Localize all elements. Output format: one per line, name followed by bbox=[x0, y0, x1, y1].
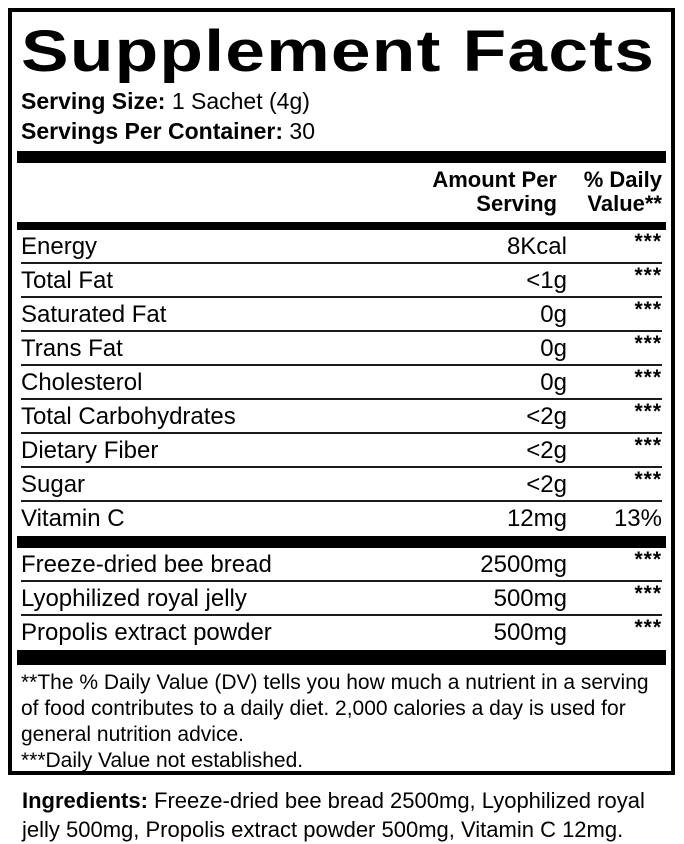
nutrient-daily-value: *** bbox=[634, 400, 662, 423]
ingredient-daily-value: *** bbox=[634, 582, 662, 605]
ingredients-text: Freeze-dried bee bread 2500mg, Lyophiliz… bbox=[22, 788, 645, 842]
nutrient-amount: 8Kcal bbox=[506, 233, 567, 260]
table-row: Sugar <2g *** bbox=[21, 468, 662, 502]
servings-per-container-line: Servings Per Container: 30 bbox=[21, 116, 662, 146]
ingredient-name: Freeze-dried bee bread bbox=[21, 551, 272, 578]
nutrient-daily-value: *** bbox=[634, 434, 662, 457]
table-row: Saturated Fat 0g *** bbox=[21, 298, 662, 332]
ingredient-daily-value: *** bbox=[634, 616, 662, 639]
footnote-daily-value: **The % Daily Value (DV) tells you how m… bbox=[21, 671, 649, 746]
servings-per-container-label: Servings Per Container: bbox=[21, 118, 284, 144]
ingredient-name: Propolis extract powder bbox=[21, 619, 272, 646]
nutrient-amount: 0g bbox=[540, 369, 567, 396]
nutrient-name: Cholesterol bbox=[21, 369, 143, 396]
table-row: Dietary Fiber <2g *** bbox=[21, 434, 662, 468]
nutrient-amount: <2g bbox=[526, 437, 567, 464]
serving-size-line: Serving Size: 1 Sachet (4g) bbox=[21, 86, 662, 116]
nutrient-name: Saturated Fat bbox=[21, 301, 167, 328]
ingredients-paragraph: Ingredients: Freeze-dried bee bread 2500… bbox=[22, 786, 672, 844]
table-row: Trans Fat 0g *** bbox=[21, 332, 662, 366]
divider-bar-extra-thick bbox=[17, 650, 666, 665]
panel-title: Supplement Facts bbox=[21, 19, 656, 84]
ingredient-amount: 2500mg bbox=[480, 551, 567, 578]
nutrient-name: Energy bbox=[21, 233, 98, 260]
nutrient-table: Energy 8Kcal *** Total Fat <1g *** Satur… bbox=[21, 230, 662, 536]
serving-info: Serving Size: 1 Sachet (4g) Servings Per… bbox=[21, 86, 662, 146]
nutrient-amount: 0g bbox=[540, 301, 567, 328]
nutrient-daily-value: *** bbox=[634, 298, 662, 321]
nutrient-daily-value: 13% bbox=[613, 505, 662, 532]
table-row: Freeze-dried bee bread 2500mg *** bbox=[21, 548, 662, 582]
table-row: Lyophilized royal jelly 500mg *** bbox=[21, 582, 662, 616]
serving-size-label: Serving Size: bbox=[21, 88, 166, 114]
servings-per-container-value: 30 bbox=[289, 118, 316, 144]
serving-size-value: 1 Sachet (4g) bbox=[171, 88, 310, 114]
column-header-amount-per-serving: Amount Per Serving bbox=[432, 167, 557, 216]
nutrient-daily-value: *** bbox=[634, 230, 662, 253]
nutrient-name: Vitamin C bbox=[21, 505, 125, 532]
nutrient-name: Total Fat bbox=[21, 267, 114, 294]
ingredient-daily-value: *** bbox=[634, 548, 662, 571]
table-row: Energy 8Kcal *** bbox=[21, 230, 662, 264]
nutrient-amount: 12mg bbox=[506, 505, 567, 532]
footnote: **The % Daily Value (DV) tells you how m… bbox=[21, 665, 662, 774]
divider-bar-thick bbox=[17, 536, 666, 548]
ingredients-label: Ingredients: bbox=[22, 788, 148, 813]
nutrient-daily-value: *** bbox=[634, 264, 662, 287]
table-row: Propolis extract powder 500mg *** bbox=[21, 616, 662, 650]
ingredient-name: Lyophilized royal jelly bbox=[21, 585, 247, 612]
nutrient-name: Sugar bbox=[21, 471, 86, 498]
divider-bar-medium bbox=[17, 222, 666, 230]
nutrient-daily-value: *** bbox=[634, 468, 662, 491]
supplement-facts-panel: Supplement Facts Serving Size: 1 Sachet … bbox=[8, 8, 675, 775]
table-row: Total Fat <1g *** bbox=[21, 264, 662, 298]
table-row: Cholesterol 0g *** bbox=[21, 366, 662, 400]
nutrient-name: Dietary Fiber bbox=[21, 437, 159, 464]
column-header-daily-value: % Daily Value** bbox=[583, 167, 662, 216]
table-header: Amount Per Serving % Daily Value** bbox=[21, 163, 662, 222]
nutrient-amount: <2g bbox=[526, 403, 567, 430]
nutrient-amount: <2g bbox=[526, 471, 567, 498]
nutrient-daily-value: *** bbox=[634, 332, 662, 355]
nutrient-daily-value: *** bbox=[634, 366, 662, 389]
ingredient-table: Freeze-dried bee bread 2500mg *** Lyophi… bbox=[21, 548, 662, 650]
nutrient-amount: 0g bbox=[540, 335, 567, 362]
nutrient-name: Trans Fat bbox=[21, 335, 123, 362]
ingredient-amount: 500mg bbox=[493, 619, 567, 646]
footnote-not-established: ***Daily Value not established. bbox=[21, 749, 304, 772]
nutrient-name: Total Carbohydrates bbox=[21, 403, 236, 430]
nutrient-amount: <1g bbox=[526, 267, 567, 294]
divider-bar-thick bbox=[17, 151, 666, 163]
ingredient-amount: 500mg bbox=[493, 585, 567, 612]
table-row: Total Carbohydrates <2g *** bbox=[21, 400, 662, 434]
table-row: Vitamin C 12mg 13% bbox=[21, 502, 662, 536]
